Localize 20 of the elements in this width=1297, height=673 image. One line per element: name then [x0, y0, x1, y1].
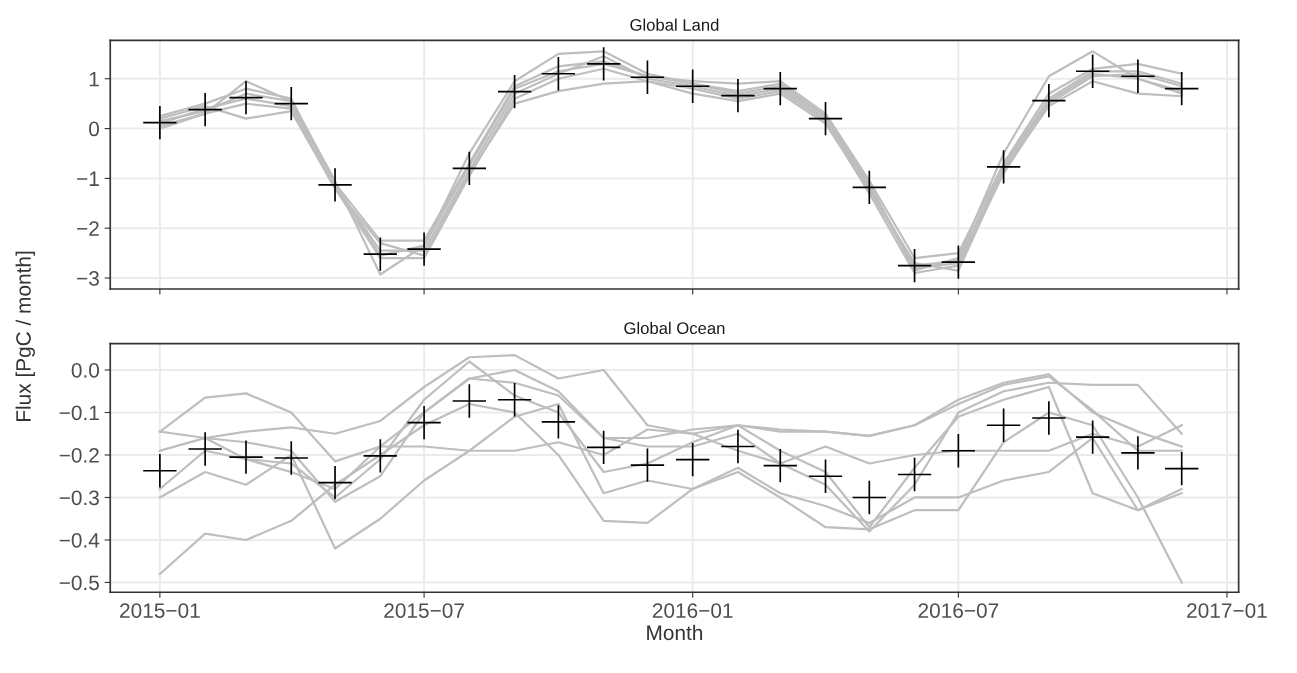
y-tick-label: −1 [77, 171, 99, 186]
y-tick-label: −3 [77, 271, 99, 286]
y-tick-label: −0.1 [59, 405, 99, 421]
x-tick-label: 2015−07 [384, 603, 464, 618]
chart-title: Global Ocean [624, 321, 725, 335]
y-tick-label: −2 [77, 221, 99, 236]
y-tick-label: 0 [89, 121, 100, 137]
y-tick-label: 0.0 [71, 363, 100, 378]
x-tick-label: 2015−01 [120, 603, 200, 618]
y-tick-label: 1 [89, 71, 99, 87]
x-axis-title: Month [647, 624, 703, 641]
y-tick-label: −0.4 [59, 532, 100, 548]
y-tick-label: −0.5 [59, 575, 99, 591]
y-axis-title: Flux [PgC / month] [15, 251, 35, 422]
x-tick-label: 2016−01 [652, 603, 733, 618]
chart-title: Global Land [630, 18, 719, 31]
y-tick-label: −0.3 [59, 490, 99, 506]
x-tick-label: 2017−01 [1187, 603, 1267, 618]
x-tick-label: 2016−07 [918, 603, 999, 618]
y-tick-label: −0.2 [59, 447, 99, 463]
